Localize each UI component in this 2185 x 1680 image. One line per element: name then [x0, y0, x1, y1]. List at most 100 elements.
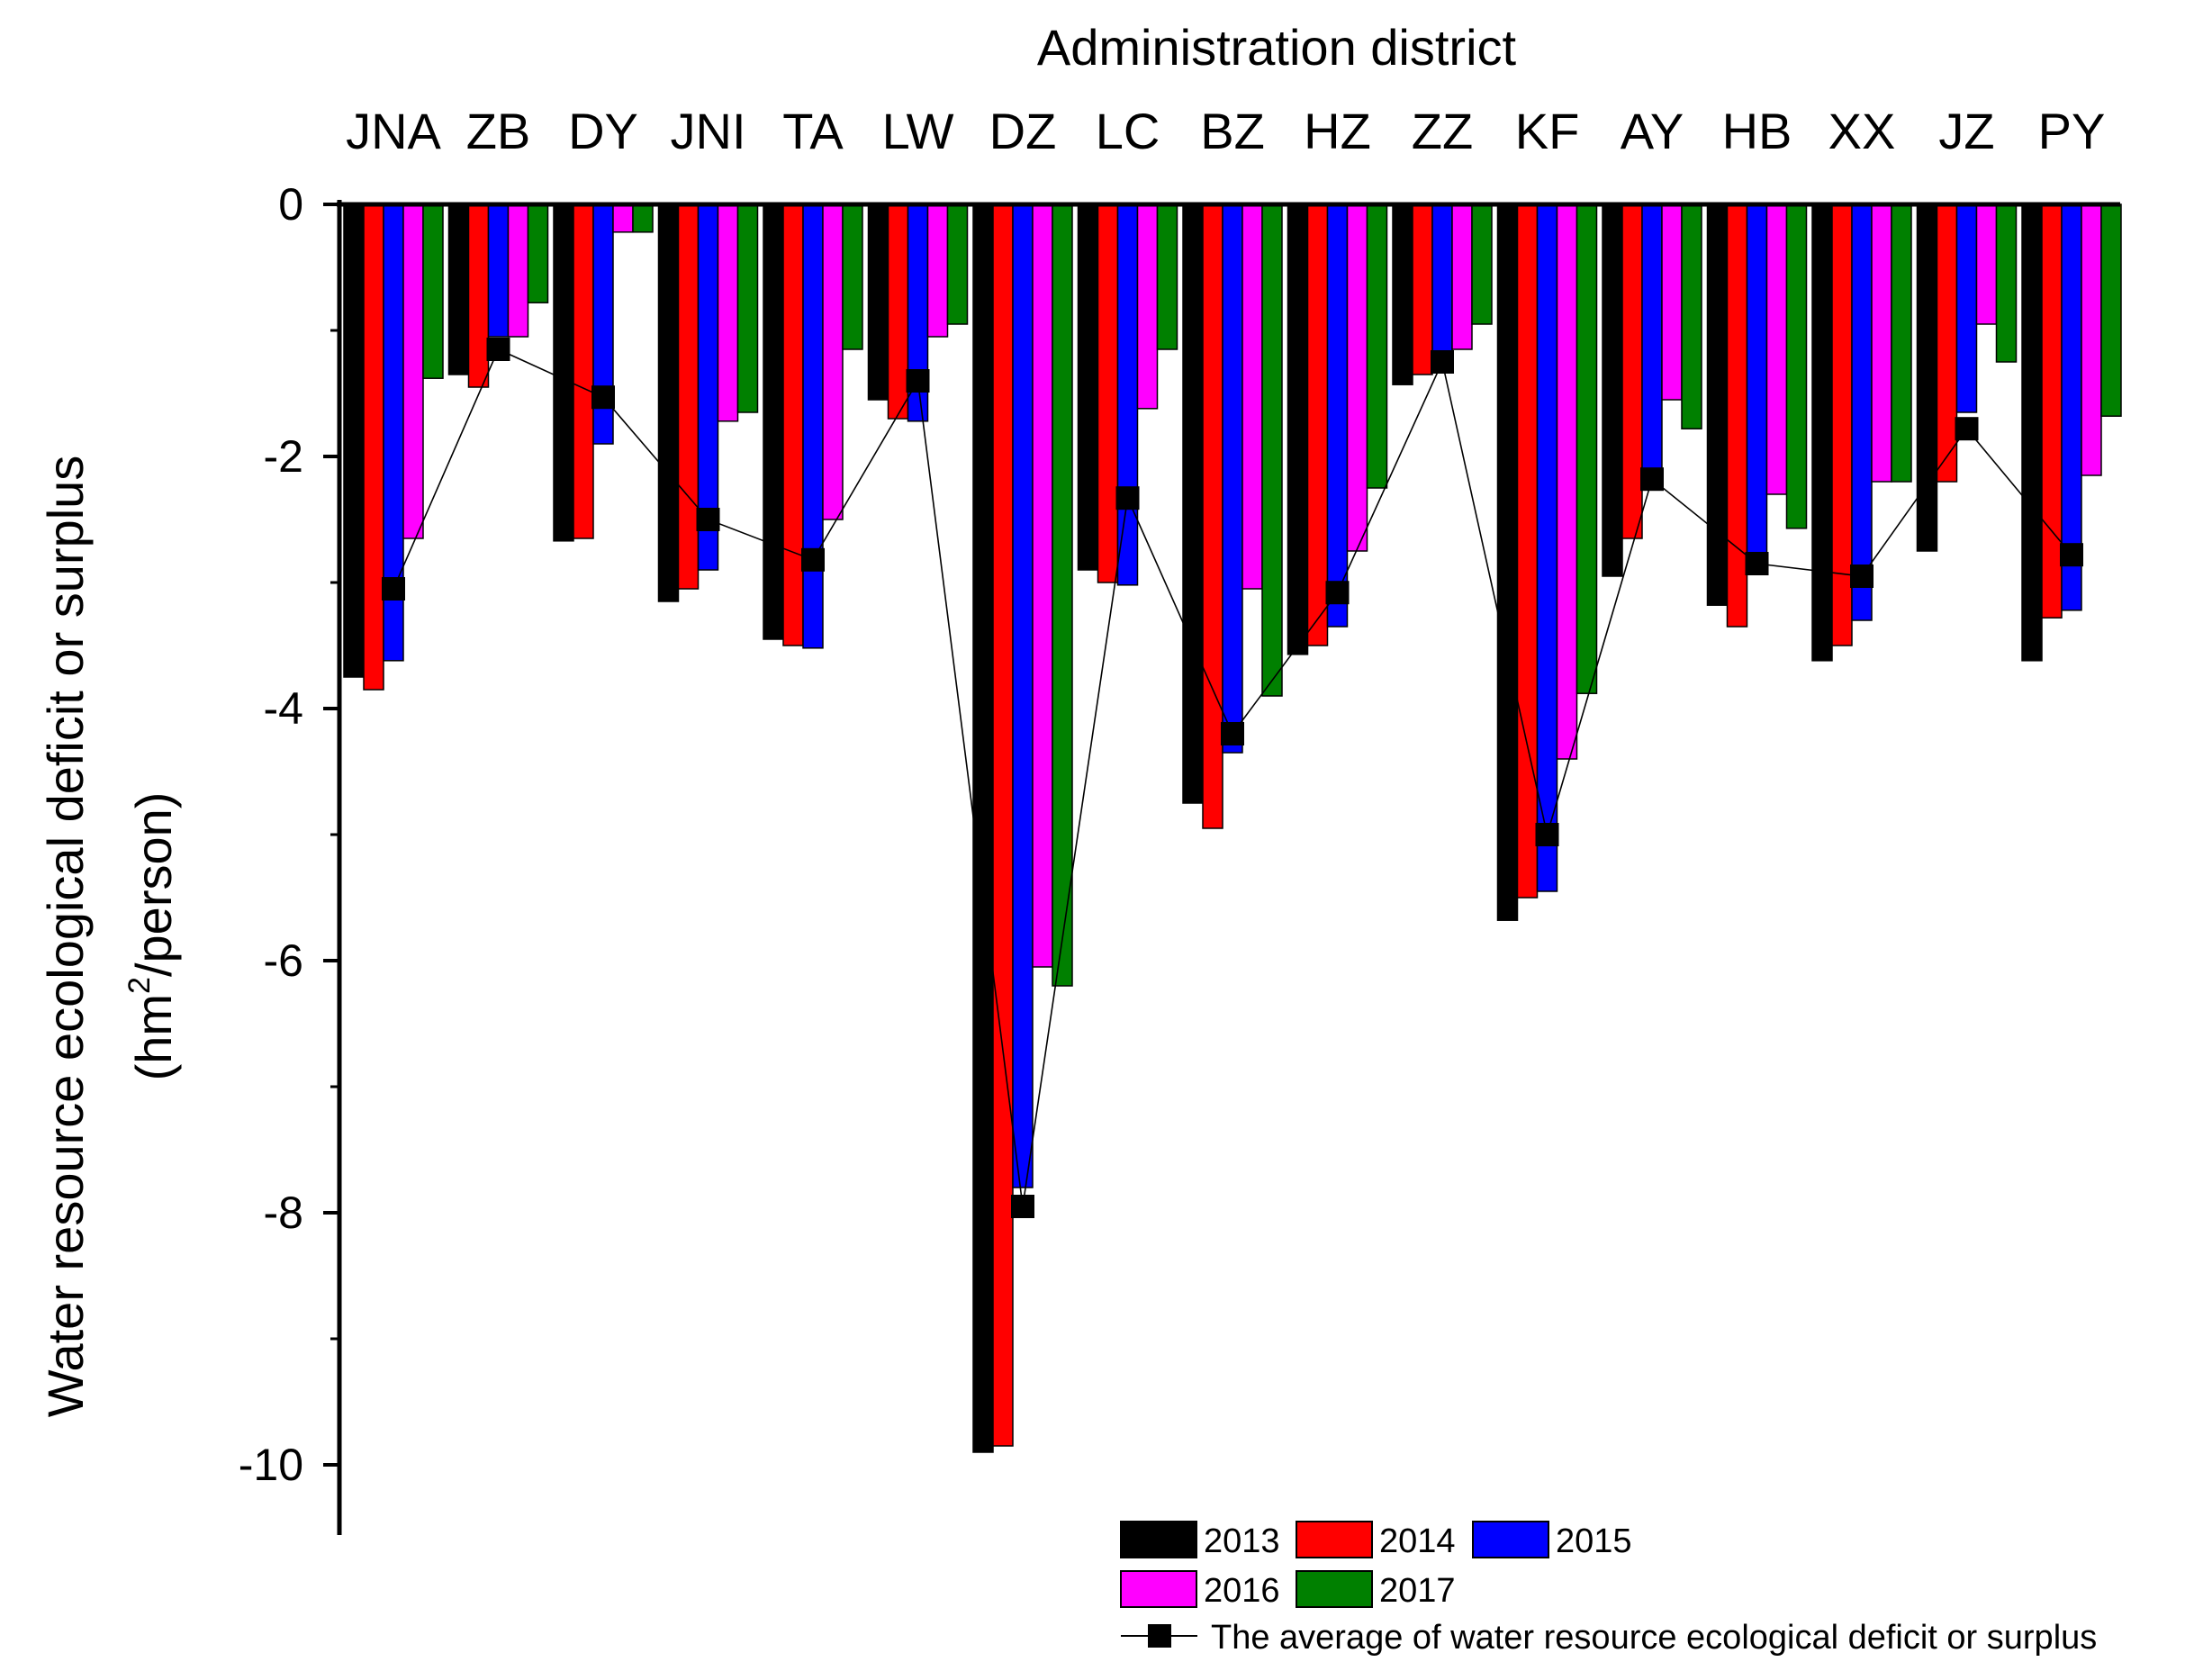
bar-lw-2013: [867, 203, 889, 401]
y-axis-title-suffix: /person): [125, 792, 182, 977]
category-label-zb: ZB: [466, 103, 531, 159]
y-axis-title-line2: (hm2/person): [122, 792, 182, 1081]
bar-py-2014: [2041, 203, 2063, 619]
category-label-lc: LC: [1096, 103, 1160, 159]
bar-jni-2016: [717, 203, 739, 422]
bar-jz-2017: [1995, 203, 2018, 363]
bar-jz-2015: [1955, 203, 1978, 413]
average-marker-py: [2060, 543, 2083, 567]
bar-zz-2015: [1431, 203, 1453, 357]
legend-swatch-2017: [1296, 1570, 1373, 1608]
bar-ay-2014: [1621, 203, 1643, 539]
bar-hb-2014: [1726, 203, 1748, 628]
bar-jni-2014: [677, 203, 700, 590]
bar-lc-2015: [1116, 203, 1139, 586]
bar-dz-2016: [1032, 203, 1053, 968]
legend-line-marker: [1148, 1624, 1171, 1648]
y-axis-title-prefix: (hm: [125, 994, 182, 1080]
bar-lc-2017: [1156, 203, 1178, 350]
legend-label-2016: 2016: [1204, 1572, 1280, 1610]
bar-jz-2013: [1916, 203, 1938, 552]
bar-bz-2017: [1261, 203, 1283, 697]
legend-swatch-2014: [1296, 1521, 1373, 1558]
category-label-kf: KF: [1515, 103, 1580, 159]
bar-lc-2014: [1097, 203, 1119, 583]
bar-zz-2017: [1471, 203, 1493, 325]
bar-lw-2016: [926, 203, 949, 338]
category-label-hb: HB: [1722, 103, 1792, 159]
bar-dy-2017: [632, 203, 654, 233]
category-label-lw: LW: [882, 103, 954, 159]
bar-hb-2017: [1785, 203, 1808, 529]
y-tick-label-1: -2: [264, 431, 303, 482]
bar-jna-2016: [402, 203, 424, 539]
average-line-group: [382, 338, 2083, 1218]
category-label-jz: JZ: [1938, 103, 1994, 159]
bar-hz-2015: [1326, 203, 1349, 628]
bar-dz-2017: [1052, 203, 1073, 987]
average-marker-jz: [1955, 417, 1979, 441]
bar-ay-2015: [1641, 203, 1663, 470]
category-label-dy: DY: [568, 103, 638, 159]
bar-dz-2013: [972, 203, 994, 1453]
category-label-ay: AY: [1621, 103, 1684, 159]
bar-xx-2013: [1811, 203, 1833, 662]
bar-xx-2017: [1891, 203, 1912, 483]
bar-ta-2015: [802, 203, 824, 649]
bar-hz-2017: [1366, 203, 1388, 489]
bar-bz-2016: [1241, 203, 1263, 590]
bar-jz-2014: [1936, 203, 1958, 483]
bar-jni-2013: [657, 203, 680, 602]
average-marker-ta: [801, 547, 825, 572]
average-marker-zb: [486, 338, 510, 361]
bar-jna-2017: [422, 203, 444, 379]
average-marker-xx: [1850, 565, 1874, 588]
axes: [337, 200, 2120, 1535]
bar-ta-2013: [763, 203, 784, 640]
bar-hz-2016: [1346, 203, 1368, 552]
bar-bz-2014: [1202, 203, 1223, 829]
category-label-jni: JNI: [671, 103, 746, 159]
average-marker-kf: [1535, 823, 1559, 846]
bar-zz-2014: [1412, 203, 1433, 375]
bar-lw-2017: [946, 203, 969, 325]
category-label-py: PY: [2038, 103, 2106, 159]
legend-label-average: The average of water resource ecological…: [1211, 1619, 2097, 1657]
category-label-bz: BZ: [1200, 103, 1265, 159]
bar-zb-2016: [507, 203, 529, 338]
y-tick-label-2: -4: [264, 683, 303, 734]
x-axis-title: Administration district: [1037, 19, 1517, 76]
category-labels: JNA ZB DY JNI TA LW DZ LC BZ HZ ZZ KF AY HB XX JZ PY: [346, 103, 2105, 159]
bar-dy-2014: [573, 203, 594, 539]
bar-kf-2016: [1556, 203, 1578, 760]
y-tick-label-4: -8: [264, 1188, 303, 1238]
average-marker-lc: [1115, 486, 1140, 510]
bar-jna-2014: [363, 203, 384, 691]
bar-py-2017: [2100, 203, 2122, 417]
legend-label-2014: 2014: [1379, 1522, 1456, 1560]
bar-kf-2013: [1496, 203, 1519, 921]
average-marker-ay: [1640, 467, 1664, 492]
legend-swatch-2013: [1120, 1521, 1197, 1558]
bar-xx-2015: [1851, 203, 1873, 621]
average-marker-dz: [1011, 1195, 1034, 1218]
bars: [343, 203, 2122, 1453]
average-marker-lw: [906, 369, 930, 393]
average-marker-dy: [591, 385, 615, 410]
bar-dz-2014: [992, 203, 1014, 1447]
legend-label-2017: 2017: [1379, 1572, 1456, 1610]
bar-jna-2013: [343, 203, 365, 678]
bar-bz-2015: [1222, 203, 1243, 754]
bar-hz-2014: [1306, 203, 1329, 646]
bar-dz-2015: [1012, 203, 1034, 1188]
bar-xx-2014: [1831, 203, 1853, 646]
bar-lw-2014: [887, 203, 909, 420]
legend: 2013 2014 2015 2016 2017 The average of water…: [1120, 1521, 2097, 1657]
bar-kf-2015: [1536, 203, 1558, 892]
average-marker-jni: [696, 508, 720, 531]
bar-zb-2015: [487, 203, 510, 338]
legend-label-2015: 2015: [1556, 1522, 1632, 1560]
bar-py-2013: [2021, 203, 2043, 662]
bar-ta-2016: [822, 203, 844, 520]
bar-lc-2013: [1077, 203, 1099, 571]
